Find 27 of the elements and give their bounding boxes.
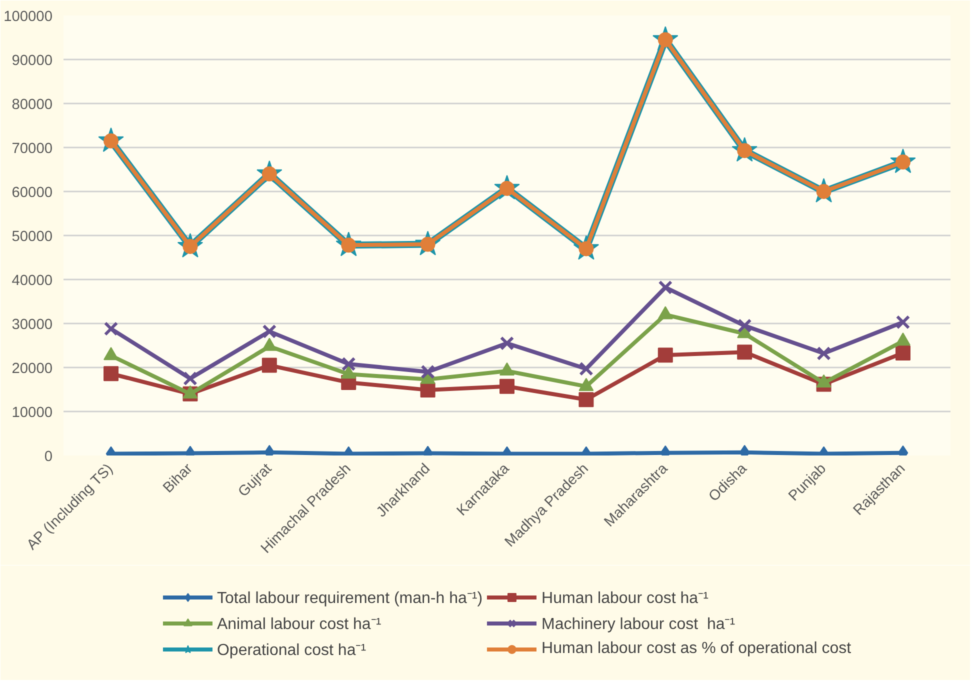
point <box>341 366 356 379</box>
y-tick-label: 80000 <box>12 97 53 113</box>
y-tick-label: 30000 <box>12 317 53 333</box>
legend-label: Human labour cost as % of operational cost <box>542 640 852 658</box>
y-tick-label: 90000 <box>12 53 53 69</box>
point <box>500 362 514 376</box>
y-tick-label: 100000 <box>4 9 53 25</box>
y-tick-label: 40000 <box>12 273 53 289</box>
y-tick-label: 60000 <box>12 185 53 201</box>
point <box>104 347 119 360</box>
y-tick-label: 50000 <box>12 229 53 245</box>
legend-label: Total labour requirement (man-h ha⁻¹) <box>216 588 483 608</box>
legend-label: Machinery labour cost ha⁻¹ <box>542 614 736 634</box>
point <box>658 280 673 295</box>
point <box>262 338 277 351</box>
y-tick-label: 20000 <box>12 361 53 377</box>
legend-label: Human labour cost ha⁻¹ <box>542 588 708 608</box>
point <box>895 332 910 346</box>
point <box>578 378 594 391</box>
y-tick-label: 0 <box>44 449 53 465</box>
y-tick-label: 70000 <box>12 141 53 157</box>
legend-label: Operational cost ha⁻¹ <box>216 640 366 660</box>
point <box>816 374 832 388</box>
legend-label: Animal labour cost ha⁻¹ <box>216 614 382 634</box>
point <box>658 306 673 320</box>
y-tick-label: 10000 <box>12 405 53 421</box>
point <box>182 385 198 398</box>
